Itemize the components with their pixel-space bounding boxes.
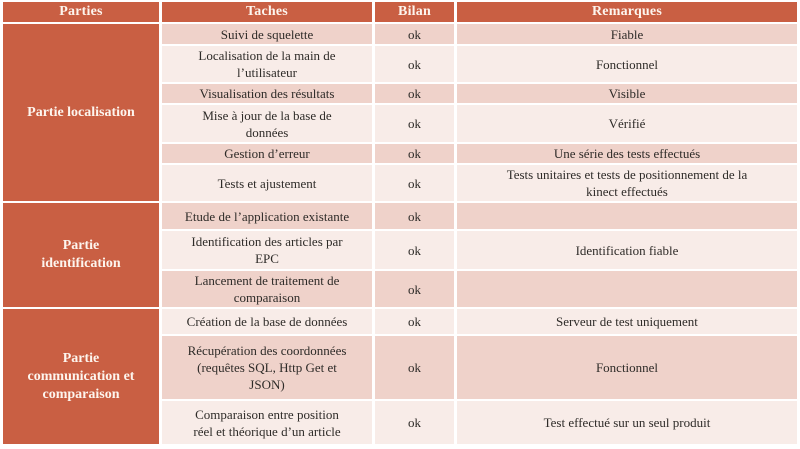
section-cell-communication: Partie communication et comparaison [3,309,159,444]
remark-cell: Fonctionnel [457,46,797,82]
status-cell: ok [375,84,454,103]
column-header-parties: Parties [3,2,159,22]
status-cell: ok [375,203,454,229]
column-header-remarques: Remarques [457,2,797,22]
remark-cell: Tests unitaires et tests de positionneme… [457,165,797,201]
status-cell: ok [375,144,454,163]
remark-cell: Une série des tests effectués [457,144,797,163]
section-cell-identification: Partie identification [3,203,159,307]
task-cell: Identification des articles par EPC [162,231,372,269]
task-cell: Comparaison entre position réel et théor… [162,401,372,444]
status-cell: ok [375,24,454,44]
header-row: Parties Taches Bilan Remarques [3,2,797,22]
remark-cell: Serveur de test uniquement [457,309,797,334]
table-row: Visualisation des résultats ok Visible [3,84,797,103]
table-row: Récupération des coordonnées (requêtes S… [3,336,797,399]
status-cell: ok [375,231,454,269]
table-row: Partie identification Etude de l’applica… [3,203,797,307]
task-cell: Visualisation des résultats [162,84,372,103]
task-cell: Mise à jour de la base de données [162,105,372,142]
table-row: Lancement de traitement de comparaison o… [3,271,797,307]
task-cell: Etude de l’application existante [162,203,372,229]
table-row: Partie localisation Suivi de squelette o… [3,24,797,201]
task-cell: Suivi de squelette [162,24,372,44]
remark-cell [457,271,797,307]
task-cell: Lancement de traitement de comparaison [162,271,372,307]
status-cell: ok [375,309,454,334]
task-cell: Tests et ajustement [162,165,372,201]
task-cell: Récupération des coordonnées (requêtes S… [162,336,372,399]
table-row: Gestion d’erreur ok Une série des tests … [3,144,797,163]
status-cell: ok [375,401,454,444]
status-cell: ok [375,105,454,142]
table-row: Tests et ajustement ok Tests unitaires e… [3,165,797,201]
status-cell: ok [375,336,454,399]
column-header-taches: Taches [162,2,372,22]
remark-cell: Visible [457,84,797,103]
section-cell-localisation: Partie localisation [3,24,159,201]
remark-cell [457,203,797,229]
table-row: Comparaison entre position réel et théor… [3,401,797,444]
column-header-bilan: Bilan [375,2,454,22]
table-row: Partie communication et comparaison Créa… [3,309,797,444]
task-cell: Localisation de la main de l’utilisateur [162,46,372,82]
task-cell: Création de la base de données [162,309,372,334]
remark-cell: Vérifié [457,105,797,142]
table-row: Localisation de la main de l’utilisateur… [3,46,797,82]
status-cell: ok [375,271,454,307]
status-cell: ok [375,46,454,82]
status-cell: ok [375,165,454,201]
remark-cell: Identification fiable [457,231,797,269]
task-cell: Gestion d’erreur [162,144,372,163]
table-row: Identification des articles par EPC ok I… [3,231,797,269]
remark-cell: Fonctionnel [457,336,797,399]
table-row: Mise à jour de la base de données ok Vér… [3,105,797,142]
remark-cell: Test effectué sur un seul produit [457,401,797,444]
remark-cell: Fiable [457,24,797,44]
